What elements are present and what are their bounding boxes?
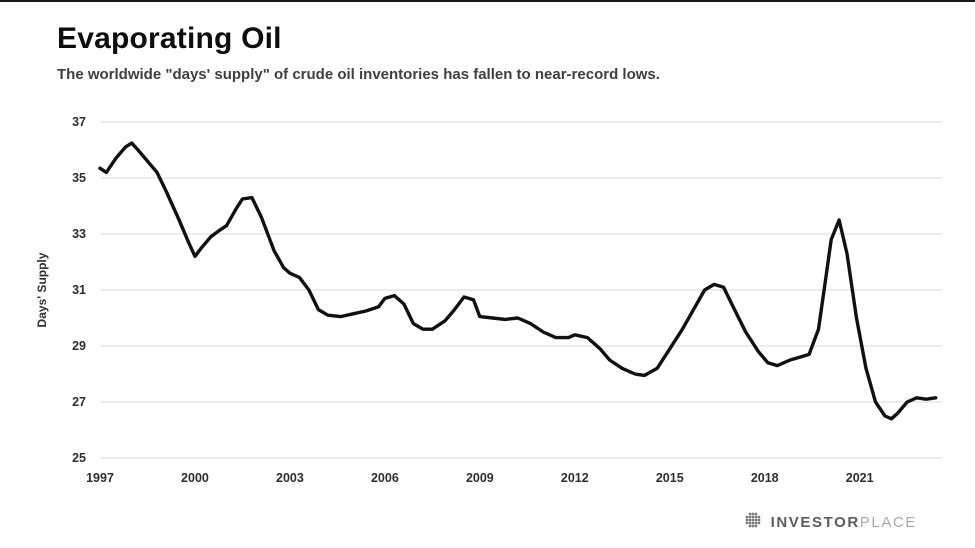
line-chart-svg: 25 27 29 31 33 35 37 1997 2000 2003 2006 2009 2012 20… [35, 115, 942, 485]
svg-text:2003: 2003 [276, 471, 304, 485]
brand-investor: INVESTOR [770, 514, 860, 531]
svg-text:2018: 2018 [751, 471, 779, 485]
svg-text:2012: 2012 [561, 471, 589, 485]
svg-text:25: 25 [72, 451, 86, 465]
svg-text:2006: 2006 [371, 471, 399, 485]
svg-text:2015: 2015 [656, 471, 684, 485]
svg-text:31: 31 [72, 283, 86, 297]
svg-text:2009: 2009 [466, 471, 494, 485]
chart-header: Evaporating Oil The worldwide "days' sup… [30, 22, 945, 83]
page-subtitle: The worldwide "days' supply" of crude oi… [57, 66, 660, 83]
svg-text:1997: 1997 [86, 471, 114, 485]
svg-text:Days' Supply: Days' Supply [35, 252, 49, 327]
page-title: Evaporating Oil [57, 22, 282, 55]
svg-text:35: 35 [72, 171, 86, 185]
svg-text:2000: 2000 [181, 471, 209, 485]
svg-text:37: 37 [72, 115, 86, 129]
brand-wordmark: INVESTORPLACE [771, 514, 917, 531]
svg-text:33: 33 [72, 227, 86, 241]
svg-text:29: 29 [72, 339, 86, 353]
brand-place: PLACE [859, 514, 917, 531]
svg-text:27: 27 [72, 395, 86, 409]
line-chart: 25 27 29 31 33 35 37 1997 2000 2003 2006 2009 2012 20… [30, 97, 945, 502]
investorplace-globe-icon [742, 509, 764, 536]
svg-text:2021: 2021 [846, 471, 874, 485]
brand-footer: INVESTORPLACE [742, 509, 917, 536]
